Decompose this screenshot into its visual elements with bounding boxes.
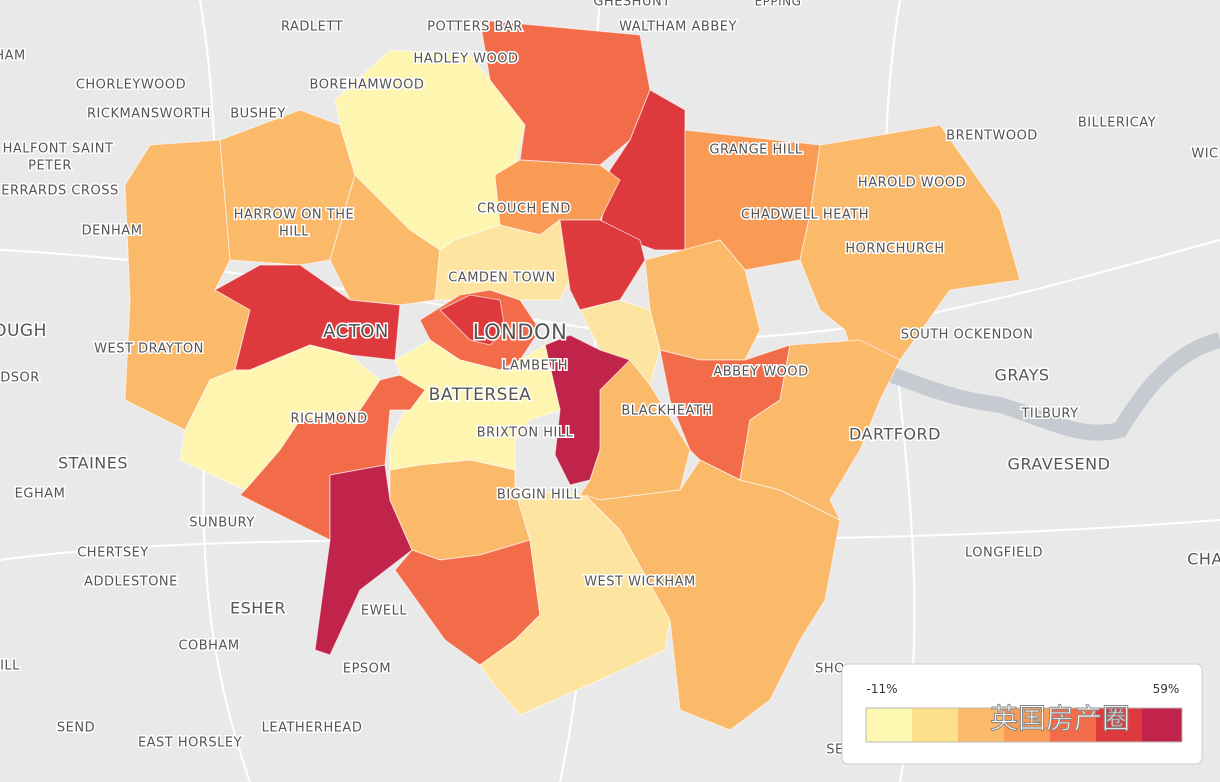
place-label: DARTFORD	[849, 425, 941, 444]
place-label: EGHAM	[15, 487, 66, 502]
place-label: BATTERSEA	[429, 385, 532, 405]
place-label: ERRARDS CROSS	[1, 184, 118, 199]
place-labels: GHESHUNT EPPING RADLETT POTTERS BAR WALTHAM …	[0, 0, 1220, 759]
place-label: SOUTH OCKENDON	[901, 328, 1034, 343]
place-label: HALFONT SAINT	[3, 142, 114, 157]
place-label: WALTHAM ABBEY	[619, 20, 737, 35]
place-label: EWELL	[361, 604, 408, 619]
place-label: EPSOM	[343, 662, 391, 677]
place-label: RICKMANSWORTH	[87, 107, 211, 122]
place-label: BRIXTON HILL	[477, 426, 574, 441]
place-label: GRANGE HILL	[709, 143, 802, 158]
place-label: CHADWELL HEATH	[741, 208, 869, 223]
place-label: ACTON	[323, 321, 389, 342]
place-label: PETER	[28, 159, 72, 174]
place-label: CHA	[1187, 550, 1220, 569]
place-label: LAMBETH	[502, 359, 568, 374]
place-label: SE	[826, 743, 843, 758]
place-label: CHERTSEY	[77, 546, 149, 561]
place-label: RICHMOND	[291, 412, 368, 427]
place-label: BILLERICAY	[1078, 116, 1156, 131]
place-label: COBHAM	[178, 639, 239, 654]
place-label: DSOR	[0, 371, 40, 386]
place-label: RADLETT	[281, 20, 343, 35]
place-label: GRAYS	[995, 366, 1050, 385]
place-label: GRAVESEND	[1008, 455, 1111, 474]
place-label: LEATHERHEAD	[262, 721, 363, 736]
place-label: LONDON	[473, 320, 568, 344]
place-label: STAINES	[58, 454, 128, 473]
place-label: OUGH	[0, 321, 47, 341]
watermark: 英国房产圈	[990, 702, 1130, 735]
place-label: WEST DRAYTON	[94, 342, 204, 357]
place-label: BRENTWOOD	[946, 129, 1038, 144]
place-label: TILBURY	[1020, 407, 1078, 422]
place-label: HADLEY WOOD	[413, 52, 518, 67]
place-label: LONGFIELD	[965, 546, 1043, 561]
place-label: ADDLESTONE	[84, 575, 178, 590]
place-label: EAST HORSLEY	[138, 736, 242, 751]
place-label: WEST WICKHAM	[584, 575, 696, 590]
boroughs	[124, 19, 1021, 731]
place-label: BUSHEY	[230, 107, 286, 122]
place-label: CAMDEN TOWN	[448, 271, 556, 286]
place-label: BOREHAMWOOD	[310, 78, 425, 93]
place-label: CROUCH END	[477, 202, 571, 217]
legend-min: -11%	[866, 682, 897, 696]
place-label: HILL	[279, 225, 309, 240]
place-label: GHESHUNT	[593, 0, 670, 10]
legend-max: 59%	[1153, 682, 1180, 696]
river	[877, 332, 1220, 441]
place-label: ABBEY WOOD	[713, 365, 808, 380]
place-label: EPPING	[755, 0, 802, 9]
place-label: SHO	[815, 662, 845, 677]
place-label: HORNCHURCH	[845, 242, 944, 257]
place-label: SEND	[57, 721, 95, 736]
place-label: HARROW ON THE	[234, 208, 354, 223]
place-label: SUNBURY	[189, 516, 255, 531]
legend-ramp	[865, 707, 1183, 743]
place-label: ESHER	[230, 599, 286, 618]
place-label: WIC	[1191, 147, 1218, 162]
place-label: POTTERS BAR	[427, 20, 523, 35]
place-label: DENHAM	[82, 224, 143, 239]
legend: -11% 59% 英国房产圈	[841, 663, 1203, 765]
place-label: ILL	[0, 659, 20, 674]
place-label: HAROLD WOOD	[858, 176, 966, 191]
place-label: HAM	[0, 49, 26, 64]
place-label: CHORLEYWOOD	[76, 78, 186, 93]
place-label: BLACKHEATH	[621, 404, 712, 419]
place-label: BIGGIN HILL	[497, 488, 581, 503]
